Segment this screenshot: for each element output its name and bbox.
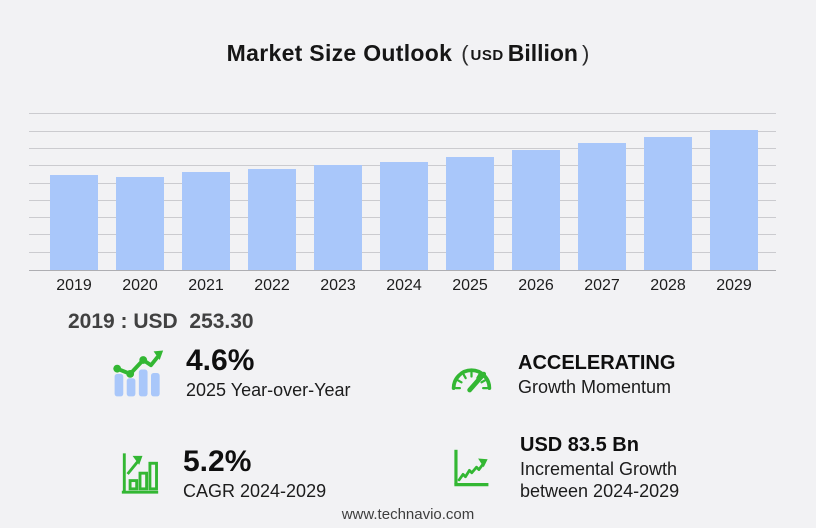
stat-yoy-label: 2025 Year-over-Year	[186, 379, 351, 400]
stat-incremental-label: Incremental Growth between 2024-2029	[520, 459, 680, 501]
title-paren-open: (	[461, 41, 469, 66]
x-axis-label-2026: 2026	[518, 277, 554, 294]
x-axis-label-2027: 2027	[584, 277, 620, 294]
bar-2026	[512, 150, 560, 270]
stat-yoy-value: 4.6%	[186, 344, 255, 377]
bar-2024	[380, 162, 428, 270]
stat-cagr-label: CAGR 2024-2029	[183, 480, 327, 501]
bar-2023	[314, 165, 362, 270]
x-axis-label-2019: 2019	[56, 277, 92, 294]
x-axis-label-2020: 2020	[122, 277, 158, 294]
x-axis-label-2025: 2025	[452, 277, 488, 294]
bar-2022	[248, 169, 296, 270]
bar-series	[29, 103, 776, 270]
x-axis-label-2024: 2024	[386, 277, 422, 294]
x-axis-label-2023: 2023	[320, 277, 356, 294]
gridline	[29, 113, 776, 115]
stat-cagr: 5.2% CAGR 2024-2029	[121, 446, 326, 502]
title-paren-close: )	[581, 41, 590, 66]
bar-2029	[710, 130, 758, 270]
gauge-icon	[448, 356, 495, 394]
bar-2025	[446, 157, 494, 270]
bar-chart: 2019 2020 2021 2022 2023 2024 2025 2026 2027 2028…	[29, 103, 776, 295]
bar-chart-growth-icon	[121, 452, 159, 496]
title-main: Market Size Outlook	[226, 40, 453, 66]
stat-momentum-label: Growth Momentum	[518, 377, 672, 397]
gridline	[29, 147, 776, 149]
bar-2020	[116, 177, 164, 270]
stat-yoy-growth: 4.6% 2025 Year-over-Year	[112, 345, 350, 401]
stat-incremental-value: USD 83.5 Bn	[520, 434, 639, 456]
stat-growth-momentum: ACCELERATING Growth Momentum	[448, 352, 675, 399]
bar-2021	[182, 172, 230, 270]
line-chart-growth-icon	[452, 446, 490, 490]
bar-2027	[578, 143, 626, 270]
chart-x-axis-labels: 2019 2020 2021 2022 2023 2024 2025 2026 2027 2028…	[29, 271, 776, 295]
title-unit: Billion	[507, 40, 578, 66]
title-currency: USD	[470, 47, 504, 64]
x-axis-label-2022: 2022	[254, 277, 290, 294]
bar-chart-trend-icon	[112, 349, 164, 397]
stat-cagr-value: 5.2%	[183, 445, 252, 478]
base-year-note: 2019 : USD 253.30	[68, 310, 254, 333]
stat-incremental-growth: USD 83.5 Bn Incremental Growth between 2…	[452, 434, 692, 502]
bar-2028	[644, 137, 692, 270]
website-url: www.technavio.com	[341, 506, 475, 523]
page-title: Market Size Outlook (USD Billion)	[0, 40, 816, 67]
x-axis-label-2028: 2028	[650, 277, 686, 294]
x-axis-label-2029: 2029	[716, 277, 752, 294]
x-axis-label-2021: 2021	[188, 277, 224, 294]
gridline	[29, 130, 776, 132]
stat-momentum-value: ACCELERATING	[518, 352, 676, 374]
bar-2019	[50, 175, 98, 270]
chart-plot-area	[29, 103, 776, 271]
